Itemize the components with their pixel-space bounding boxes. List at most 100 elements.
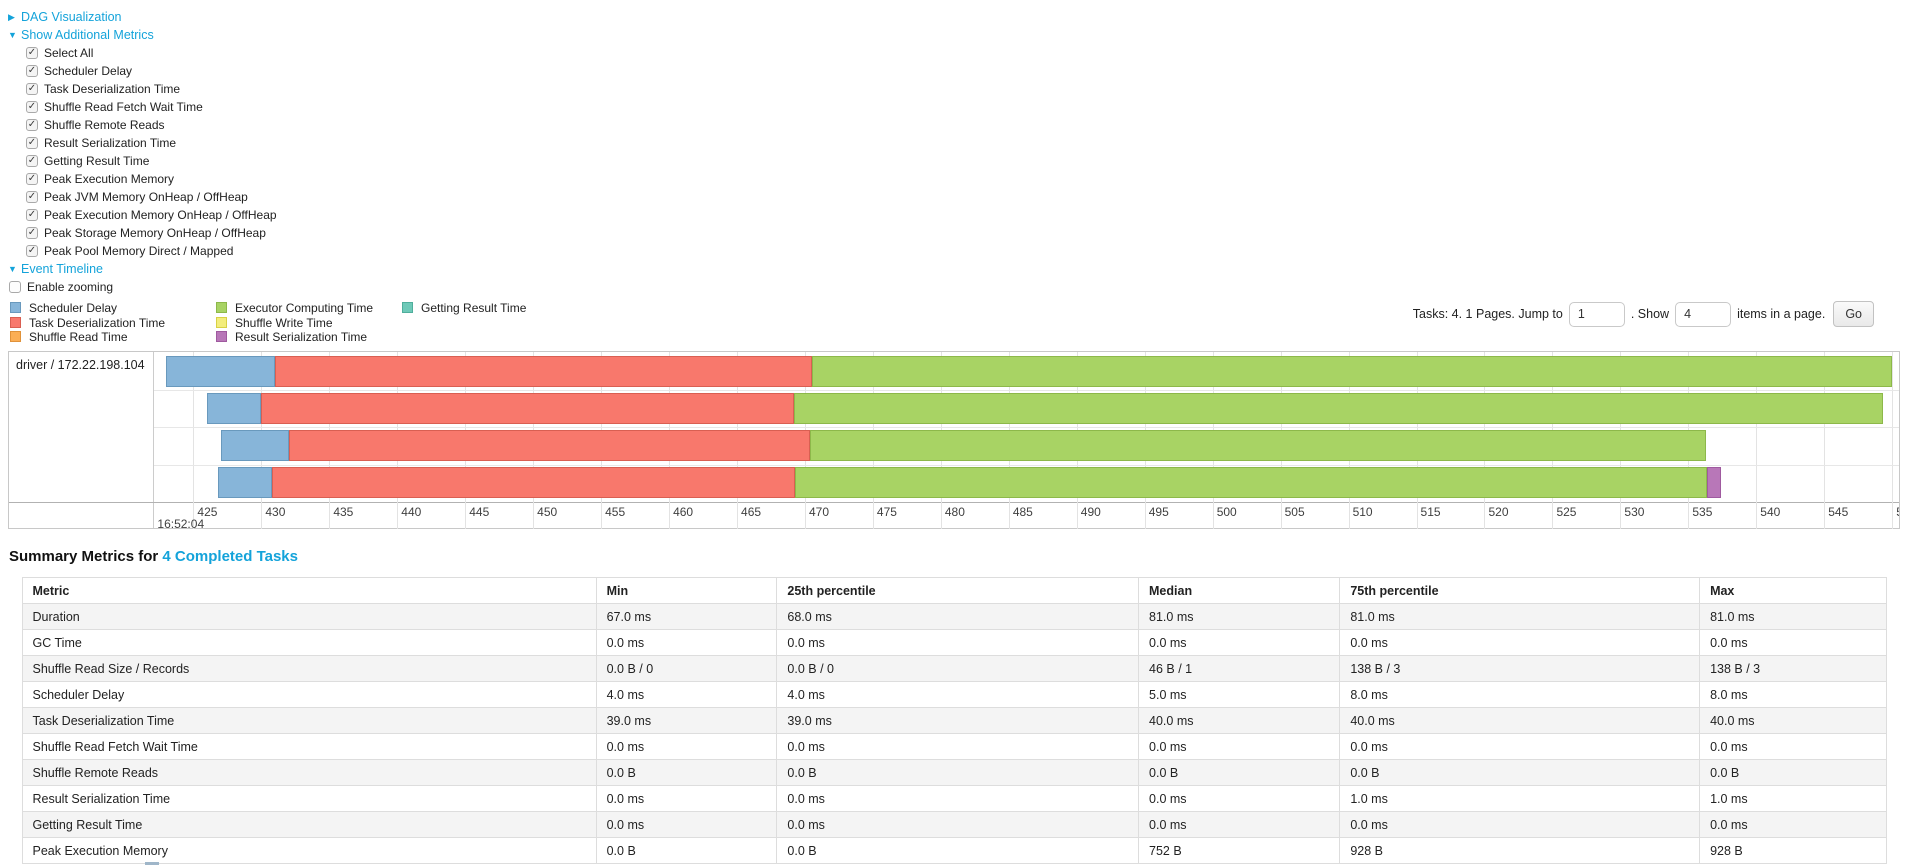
column-header-max: Max [1699,577,1887,604]
checkbox-label: Select All [44,46,94,60]
items-per-page-input[interactable] [1675,301,1732,327]
task-1-segment-executor_computing[interactable] [811,356,1893,387]
axis-tick [261,502,263,529]
task-4-segment-result_serialization[interactable] [1707,467,1721,498]
task-1-segment-scheduler_delay[interactable] [166,356,275,387]
metric-checkbox-task-deserialization-time[interactable]: ✓ Task Deserialization Time [26,80,1900,98]
event-timeline-toggle[interactable]: ▼ Event Timeline [8,260,1900,278]
metric-checkbox-getting-result-time[interactable]: ✓ Getting Result Time [26,152,1900,170]
axis-tick-label: 435 [333,505,354,519]
task-2-segment-task_deserialization[interactable] [261,393,795,424]
axis-tick-label: 500 [1216,505,1237,519]
legend-item-getting_result: Getting Result Time [400,301,526,316]
table-row: Task Deserialization Time 39.0 ms 39.0 ms 4… [21,707,1887,734]
axis-tick-label: 460 [673,505,694,519]
column-header-min: Min [595,577,778,604]
axis-tick [669,502,671,529]
metric-checkbox-shuffle-read-fetch-wait-time[interactable]: ✓ Shuffle Read Fetch Wait Time [26,98,1900,116]
legend-label: Getting Result Time [421,301,527,315]
axis-tick-label: 515 [1420,505,1441,519]
metric-value-cell: 928 B [1339,837,1701,864]
axis-tick [1416,502,1418,529]
metric-name-cell: Duration [21,603,597,630]
table-row: Shuffle Remote Reads 0.0 B 0.0 B 0.0 B 0.0 B… [21,759,1887,786]
metric-value-cell: 0.0 ms [776,785,1140,812]
metric-value-cell: 40.0 ms [1699,707,1887,734]
axis-tick-label: 545 [1828,505,1849,519]
metric-value-cell: 67.0 ms [595,603,778,630]
legend-column: Executor Computing Time Shuffle Write Tim… [214,301,380,345]
task-3-segment-scheduler_delay[interactable] [220,430,289,461]
dag-visualization-label: DAG Visualization [21,10,122,24]
metric-value-cell: 0.0 ms [1339,811,1701,838]
task-2-segment-scheduler_delay[interactable] [207,393,262,424]
legend-item-executor_computing: Executor Computing Time [214,301,380,316]
metric-value-cell: 0.0 B [595,759,778,786]
metric-checkbox-result-serialization-time[interactable]: ✓ Result Serialization Time [26,134,1900,152]
task-1-segment-task_deserialization[interactable] [274,356,812,387]
checkbox-checked-icon: ✓ [26,245,38,257]
metric-checkbox-scheduler-delay[interactable]: ✓ Scheduler Delay [26,62,1900,80]
axis-tick-label: 450 [537,505,558,519]
metric-checkbox-peak-storage-memory-onheap-offheap[interactable]: ✓ Peak Storage Memory OnHeap / OffHeap [26,224,1900,242]
task-4-segment-executor_computing[interactable] [795,467,1708,498]
metric-name-cell: Scheduler Delay [21,681,597,708]
legend-item-task_deserialization: Task Deserialization Time [8,316,194,331]
metric-checkbox-shuffle-remote-reads[interactable]: ✓ Shuffle Remote Reads [26,116,1900,134]
task-2-segment-executor_computing[interactable] [794,393,1883,424]
shuffle_write-swatch-icon [216,316,227,328]
metric-value-cell: 39.0 ms [776,707,1140,734]
table-body: Duration 67.0 ms 68.0 ms 81.0 ms 81.0 ms 81.0… [21,603,1887,864]
axis-tick-label: 425 [197,505,218,519]
metric-value-cell: 0.0 ms [776,811,1140,838]
axis-tick-label: 470 [808,505,829,519]
metric-value-cell: 0.0 ms [1138,733,1341,760]
task-3-segment-executor_computing[interactable] [810,430,1706,461]
metric-value-cell: 0.0 ms [1699,733,1887,760]
task-4-segment-task_deserialization[interactable] [272,467,796,498]
show-additional-metrics-toggle[interactable]: ▼ Show Additional Metrics [8,26,1900,44]
metric-value-cell: 0.0 ms [1339,629,1701,656]
checkbox-label: Peak Execution Memory [44,172,175,186]
task-3-segment-task_deserialization[interactable] [288,430,811,461]
task-4-segment-scheduler_delay[interactable] [217,467,273,498]
metric-checkbox-peak-execution-memory[interactable]: ✓ Peak Execution Memory [26,170,1900,188]
column-header-median: Median [1138,577,1341,604]
timeline-legend: Scheduler Delay Task Deserialization Time… [8,301,1900,345]
legend-item-scheduler_delay: Scheduler Delay [8,301,194,316]
shuffle_read-swatch-icon [10,331,21,342]
table-row: Scheduler Delay 4.0 ms 4.0 ms 5.0 ms 8.0 ms 8… [21,681,1887,708]
metric-name-cell: Result Serialization Time [21,785,597,812]
metric-value-cell: 0.0 ms [595,811,778,838]
legend-item-shuffle_write: Shuffle Write Time [214,316,380,331]
metric-value-cell: 0.0 ms [1138,629,1341,656]
metric-checkbox-peak-pool-memory-direct-mapped[interactable]: ✓ Peak Pool Memory Direct / Mapped [26,242,1900,260]
axis-tick [533,502,535,529]
executor_computing-swatch-icon [216,302,227,313]
axis-tick-label: 530 [1624,505,1645,519]
axis-tick [872,502,874,529]
go-button[interactable]: Go [1833,301,1874,327]
metric-value-cell: 0.0 B [1339,759,1701,786]
row-divider [154,427,1899,428]
enable-zooming-checkbox[interactable]: Enable zooming [9,278,1900,296]
legend-label: Result Serialization Time [235,330,368,344]
axis-tick-label: 510 [1352,505,1373,519]
metric-checkbox-peak-jvm-memory-onheap-offheap[interactable]: ✓ Peak JVM Memory OnHeap / OffHeap [26,188,1900,206]
metric-checkbox-peak-execution-memory-onheap-offheap[interactable]: ✓ Peak Execution Memory OnHeap / OffHeap [26,206,1900,224]
column-header-25th-percentile: 25th percentile [776,577,1140,604]
legend-column: Getting Result Time [400,301,526,345]
axis-tick [1552,502,1554,529]
axis-tick-label: 445 [469,505,490,519]
jump-to-page-input[interactable] [1568,301,1625,327]
table-header-row: Metric Min 25th percentile Median 75th perce… [21,577,1887,604]
metric-value-cell: 1.0 ms [1339,785,1701,812]
checkbox-label: Peak JVM Memory OnHeap / OffHeap [44,190,248,204]
metric-value-cell: 40.0 ms [1339,707,1701,734]
dag-visualization-toggle[interactable]: ▶ DAG Visualization [8,8,1900,26]
completed-tasks-link[interactable]: 4 Completed Tasks [162,548,298,565]
metric-checkbox-select-all[interactable]: ✓ Select All [26,44,1900,62]
metric-name-cell: Peak Execution Memory [21,837,597,864]
table-row: Getting Result Time 0.0 ms 0.0 ms 0.0 ms 0.0… [21,811,1887,838]
metric-value-cell: 0.0 ms [1699,629,1887,656]
